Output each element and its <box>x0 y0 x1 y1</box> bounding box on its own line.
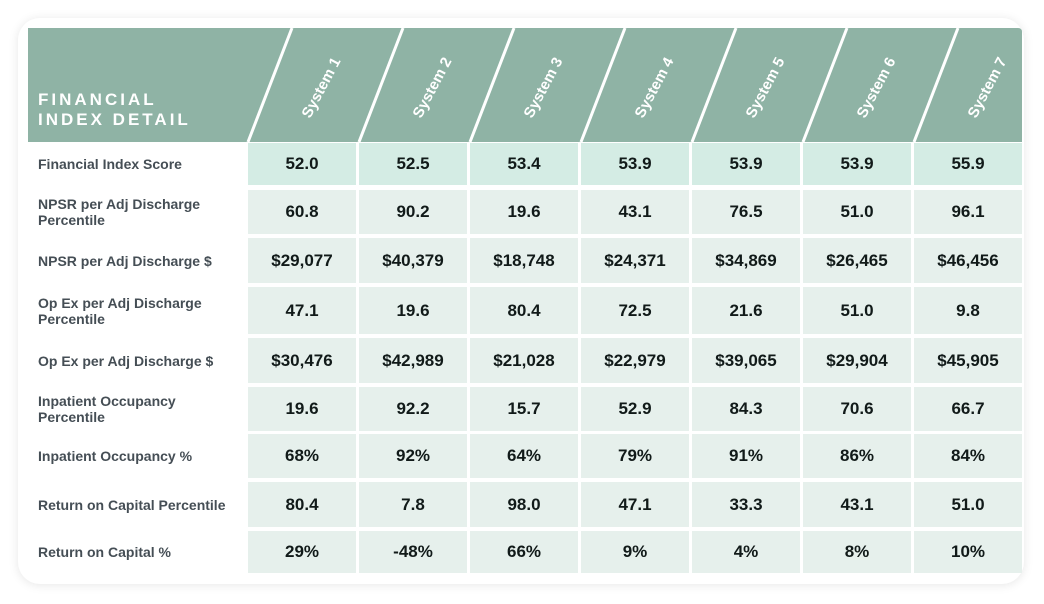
data-cell: 92% <box>359 434 467 478</box>
row-label: Financial Index Score <box>38 156 182 172</box>
score-cell: 53.9 <box>803 143 911 185</box>
data-cell: 51.0 <box>914 482 1022 527</box>
header-slant-divider <box>468 27 516 143</box>
data-cell: 84.3 <box>692 387 800 431</box>
header-slant-divider <box>246 27 294 143</box>
data-cell: 80.4 <box>470 287 578 334</box>
data-cell: 51.0 <box>803 287 911 334</box>
score-cell: 52.0 <box>248 143 356 185</box>
data-cell: 80.4 <box>248 482 356 527</box>
row-label: Return on Capital Percentile <box>38 496 226 513</box>
row-label: Inpatient Occupancy % <box>38 448 193 464</box>
header-slant-divider <box>912 27 960 143</box>
data-cell: 10% <box>914 531 1022 573</box>
data-cell: 52.9 <box>581 387 689 431</box>
data-cell: $29,904 <box>803 338 911 383</box>
financial-index-card: System 1 System 2 System 3 System 4 System 5… <box>18 18 1024 584</box>
data-cell: 76.5 <box>692 190 800 234</box>
data-cell: $45,905 <box>914 338 1022 383</box>
row-label: Op Ex per Adj Discharge Percentile <box>38 294 202 327</box>
row-label: Inpatient Occupancy Percentile <box>38 393 176 425</box>
data-cell: 92.2 <box>359 387 467 431</box>
data-cell: 66.7 <box>914 387 1022 431</box>
score-cell: 53.9 <box>581 143 689 185</box>
data-cell: $46,456 <box>914 238 1022 283</box>
row-label: Return on Capital % <box>38 544 172 560</box>
data-cell: 64% <box>470 434 578 478</box>
row-label: NPSR per Adj Discharge $ <box>38 252 212 269</box>
data-cell: $22,979 <box>581 338 689 383</box>
data-cell: 72.5 <box>581 287 689 334</box>
data-cell: $42,989 <box>359 338 467 383</box>
data-cell: 33.3 <box>692 482 800 527</box>
header-slant-divider <box>801 27 849 143</box>
data-cell: 7.8 <box>359 482 467 527</box>
data-cell: 51.0 <box>803 190 911 234</box>
data-cell: 19.6 <box>248 387 356 431</box>
data-cell: 70.6 <box>803 387 911 431</box>
data-cell: 66% <box>470 531 578 573</box>
data-cell: -48% <box>359 531 467 573</box>
data-cell: 79% <box>581 434 689 478</box>
data-cell: 47.1 <box>248 287 356 334</box>
data-cell: 96.1 <box>914 190 1022 234</box>
score-cell: 53.4 <box>470 143 578 185</box>
data-cell: $40,379 <box>359 238 467 283</box>
data-cell: 43.1 <box>803 482 911 527</box>
score-cell: 53.9 <box>692 143 800 185</box>
data-cell: 84% <box>914 434 1022 478</box>
data-cell: $29,077 <box>248 238 356 283</box>
data-cell: 29% <box>248 531 356 573</box>
table-title: FINANCIAL INDEX DETAIL <box>38 90 191 129</box>
data-cell: 8% <box>803 531 911 573</box>
row-label: NPSR per Adj Discharge Percentile <box>38 196 201 228</box>
data-cell: $39,065 <box>692 338 800 383</box>
data-cell: 19.6 <box>359 287 467 334</box>
data-cell: $18,748 <box>470 238 578 283</box>
header-slant-divider <box>357 27 405 143</box>
data-cell: 68% <box>248 434 356 478</box>
financial-index-table: System 1 System 2 System 3 System 4 System 5… <box>28 27 1022 574</box>
data-cell: 91% <box>692 434 800 478</box>
data-cell: 47.1 <box>581 482 689 527</box>
data-cell: 60.8 <box>248 190 356 234</box>
data-cell: 9% <box>581 531 689 573</box>
data-cell: $24,371 <box>581 238 689 283</box>
data-cell: $21,028 <box>470 338 578 383</box>
header-slant-divider <box>579 27 627 143</box>
data-cell: 43.1 <box>581 190 689 234</box>
data-cell: 4% <box>692 531 800 573</box>
header-background <box>28 28 1022 142</box>
header-slant-divider <box>690 27 738 143</box>
row-label: Op Ex per Adj Discharge $ <box>38 352 214 369</box>
data-cell: $34,869 <box>692 238 800 283</box>
data-cell: 86% <box>803 434 911 478</box>
data-cell: 90.2 <box>359 190 467 234</box>
data-cell: 9.8 <box>914 287 1022 334</box>
data-cell: 98.0 <box>470 482 578 527</box>
data-cell: $30,476 <box>248 338 356 383</box>
data-cell: 21.6 <box>692 287 800 334</box>
data-cell: 19.6 <box>470 190 578 234</box>
table-header: System 1 System 2 System 3 System 4 System 5… <box>28 27 1022 143</box>
score-cell: 52.5 <box>359 143 467 185</box>
data-cell: $26,465 <box>803 238 911 283</box>
score-cell: 55.9 <box>914 143 1022 185</box>
data-cell: 15.7 <box>470 387 578 431</box>
